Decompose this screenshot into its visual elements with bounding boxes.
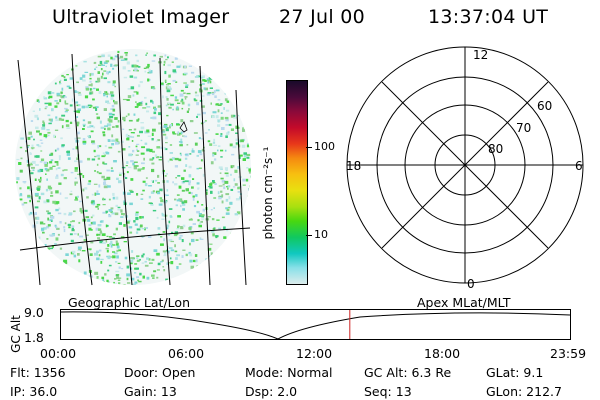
- colorbar-tick-label: 10: [314, 228, 328, 241]
- uv-emission-speckles: [16, 50, 251, 285]
- geographic-grid: [17, 53, 251, 286]
- flight-info: Flt: 1356: [10, 365, 66, 380]
- colorbar: [286, 80, 308, 285]
- colorbar-tick-major: [306, 235, 312, 236]
- mlt-label-6: 6: [575, 159, 583, 173]
- ytick-label: 1.8: [24, 330, 44, 345]
- mlt-label-0: 0: [467, 277, 475, 290]
- mlat-label-70: 70: [516, 121, 531, 135]
- dsp-info: Dsp: 2.0: [245, 384, 298, 399]
- ip-info: IP: 36.0: [10, 384, 58, 399]
- geographic-label: Geographic Lat/Lon: [68, 295, 190, 310]
- colorbar-tick-major: [306, 147, 312, 148]
- xtick-label: 23:59: [550, 346, 587, 361]
- xtick-label: 12:00: [296, 346, 333, 361]
- app-title: Ultraviolet Imager: [52, 6, 230, 28]
- glon-info: GLon: 212.7: [486, 384, 562, 399]
- gc-alt-info: GC Alt: 6.3 Re: [364, 365, 452, 380]
- mlat-label-80: 80: [488, 142, 503, 156]
- mlat-label-60: 60: [537, 99, 552, 113]
- xtick-label: 00:00: [40, 346, 77, 361]
- door-info: Door: Open: [124, 365, 196, 380]
- mode-info: Mode: Normal: [245, 365, 333, 380]
- ytick-label: 9.0: [24, 305, 44, 320]
- mlt-label-12: 12: [473, 48, 488, 62]
- gain-info: Gain: 13: [124, 384, 177, 399]
- altitude-plot[interactable]: [60, 309, 574, 345]
- plot-ylabel: GC Alt: [9, 315, 23, 353]
- apex-label: Apex MLat/MLT: [417, 295, 511, 310]
- xtick-label: 18:00: [424, 346, 461, 361]
- mlt-label-18: 18: [346, 159, 361, 173]
- seq-info: Seq: 13: [364, 384, 412, 399]
- time-label: 13:37:04 UT: [428, 6, 549, 28]
- colorbar-label: photon cm⁻²s⁻¹: [261, 146, 275, 240]
- date-label: 27 Jul 00: [279, 6, 366, 28]
- glat-info: GLat: 9.1: [486, 365, 544, 380]
- earth-image-panel[interactable]: [0, 40, 260, 290]
- xtick-label: 06:00: [168, 346, 205, 361]
- colorbar-tick-label: 100: [314, 140, 335, 153]
- polar-grid-panel: 12 18 6 0 60 70 80: [346, 46, 584, 290]
- altitude-curve: [60, 311, 571, 340]
